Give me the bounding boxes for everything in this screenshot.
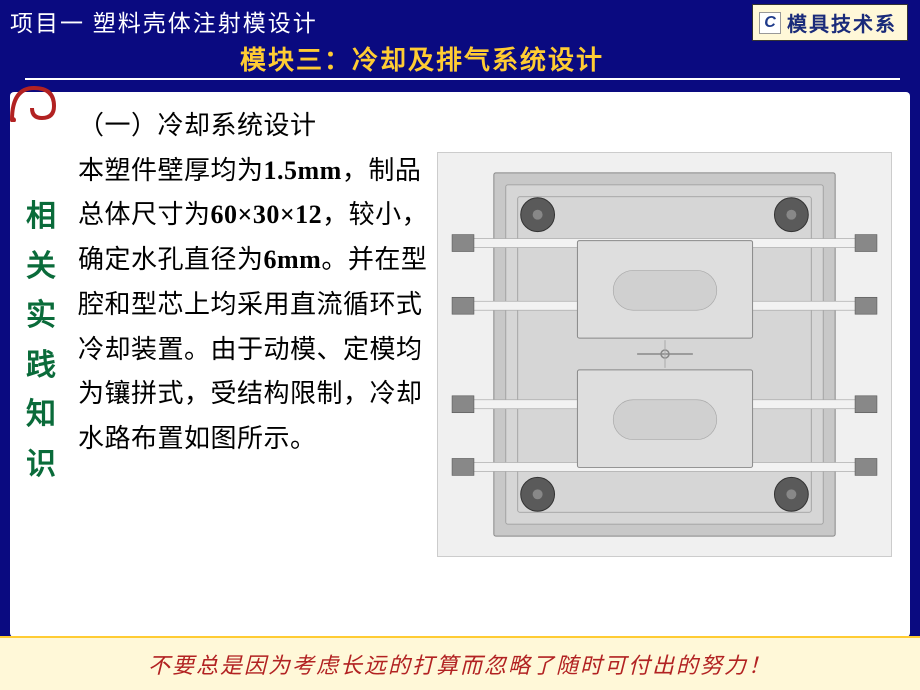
slide-header: 项目一 塑料壳体注射模设计 C 模具技术系 模块三：冷却及排气系统设计 <box>0 0 920 85</box>
content-panel: 相关实践知识 （一）冷却系统设计本塑件壁厚均为1.5mm，制品总体尺寸为60×3… <box>10 92 910 637</box>
department-badge: C 模具技术系 <box>752 4 908 41</box>
scroll-ornament-icon <box>8 80 62 122</box>
subtitle-underline <box>25 78 900 80</box>
body-paragraph: （一）冷却系统设计本塑件壁厚均为1.5mm，制品总体尺寸为60×30×12，较小… <box>78 104 443 462</box>
sidebar-vertical-label: 相关实践知识 <box>24 192 58 489</box>
badge-label: 模具技术系 <box>787 8 897 37</box>
mold-diagram <box>437 152 892 557</box>
footer-quote: 不要总是因为考虑长远的打算而忽略了随时可付出的努力！ <box>148 648 772 680</box>
module-subtitle: 模块三：冷却及排气系统设计 <box>240 40 604 77</box>
badge-logo-icon: C <box>759 12 781 34</box>
footer-bar: 不要总是因为考虑长远的打算而忽略了随时可付出的努力！ <box>0 638 920 690</box>
